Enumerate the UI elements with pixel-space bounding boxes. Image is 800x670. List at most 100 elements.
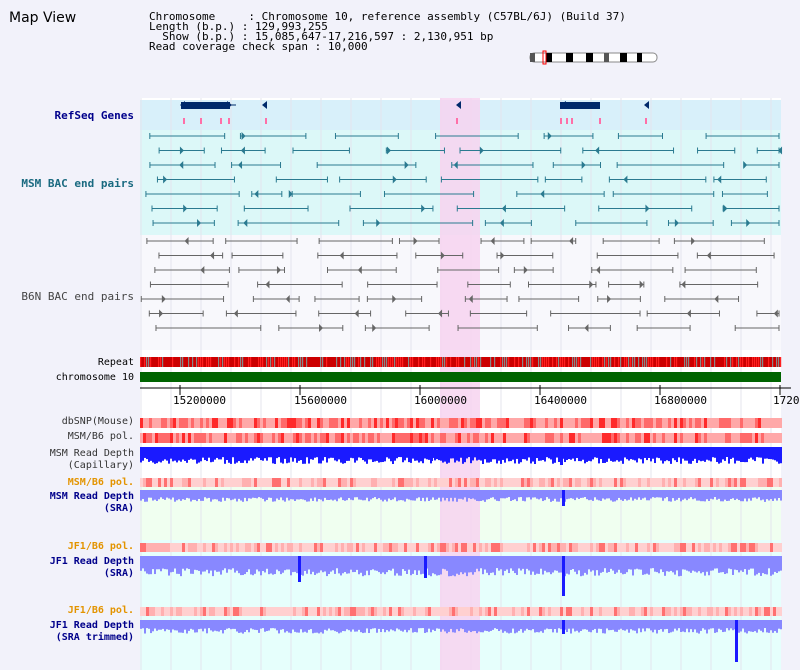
heat-cell — [698, 478, 701, 487]
heat-cell — [728, 607, 731, 616]
repeat-stripe — [206, 357, 208, 367]
heat-cell — [608, 607, 611, 616]
depth-bar — [714, 447, 716, 458]
repeat-stripe — [596, 357, 598, 367]
depth-bar — [202, 490, 204, 501]
heat-cell — [518, 478, 521, 487]
depth-bar — [708, 490, 710, 501]
depth-bar — [310, 556, 312, 575]
depth-bar — [290, 556, 292, 576]
depth-bar — [626, 556, 628, 573]
heat-cell — [578, 543, 581, 552]
heat-cell — [404, 478, 407, 487]
heat-cell — [266, 418, 269, 428]
depth-bar — [680, 447, 682, 464]
heat-cell — [731, 433, 734, 443]
heat-cell — [353, 433, 356, 443]
depth-bar — [658, 490, 660, 498]
depth-bar — [390, 556, 392, 571]
depth-bar — [212, 447, 214, 462]
depth-bar — [236, 556, 238, 571]
heat-cell — [770, 543, 773, 552]
heat-cell — [581, 543, 584, 552]
heat-cell — [362, 478, 365, 487]
depth-bar — [544, 556, 546, 571]
repeat-stripe — [296, 357, 298, 367]
depth-bar — [200, 620, 202, 629]
heat-cell — [185, 543, 188, 552]
depth-bar — [748, 556, 750, 570]
depth-bar — [330, 556, 332, 572]
heat-cell — [302, 478, 305, 487]
depth-bar — [450, 490, 452, 498]
heat-cell — [278, 543, 281, 552]
heat-cell — [290, 433, 293, 443]
bac-arrow — [645, 204, 650, 213]
depth-bar — [296, 490, 298, 500]
heat-cell — [434, 433, 437, 443]
b6n-bac-label[interactable]: B6N BAC end pairs — [21, 290, 134, 303]
depth-bar — [720, 620, 722, 630]
repeat-stripe — [480, 357, 482, 367]
heat-cell — [569, 607, 572, 616]
heat-cell — [614, 418, 617, 428]
bac-arrow — [421, 204, 426, 213]
repeat-stripe — [224, 357, 226, 367]
depth-bar — [620, 447, 622, 461]
depth-bar — [546, 490, 548, 498]
heat-cell — [620, 433, 623, 443]
heat-cell — [629, 543, 632, 552]
depth-bar — [468, 620, 470, 631]
heat-cell — [779, 433, 782, 443]
depth-bar — [254, 490, 256, 498]
repeat-stripe — [150, 357, 152, 367]
heat-cell — [446, 607, 449, 616]
depth-bar — [374, 556, 376, 571]
depth-bar — [352, 490, 354, 501]
depth-bar — [256, 620, 258, 631]
depth-bar — [612, 556, 614, 571]
bac-arrow — [386, 146, 391, 155]
heat-cell — [365, 418, 368, 428]
depth-bar — [176, 620, 178, 631]
depth-bar — [394, 556, 396, 576]
msm-bac-label[interactable]: MSM BAC end pairs — [21, 177, 134, 190]
depth-bar — [318, 620, 320, 634]
repeat-stripe — [600, 357, 602, 367]
jf1-b6-pol-2-label: JF1/B6 pol. — [67, 605, 134, 616]
depth-bar — [750, 447, 752, 458]
heat-cell — [485, 478, 488, 487]
refseq-genes-label[interactable]: RefSeq Genes — [54, 109, 134, 122]
depth-bar — [264, 447, 266, 459]
depth-bar — [242, 620, 244, 634]
heat-cell — [191, 543, 194, 552]
depth-bar — [436, 447, 438, 460]
depth-bar — [642, 447, 644, 464]
depth-bar — [446, 556, 448, 571]
repeat-stripe — [226, 357, 228, 367]
heat-cell — [203, 478, 206, 487]
depth-bar — [164, 556, 166, 570]
bac-arrow — [743, 161, 748, 169]
depth-bar — [210, 490, 212, 502]
depth-bar — [366, 620, 368, 629]
heat-cell — [563, 418, 566, 428]
depth-bar — [564, 447, 566, 463]
repeat-stripe — [664, 357, 666, 367]
depth-bar — [220, 490, 222, 502]
depth-bar — [340, 556, 342, 576]
repeat-stripe — [380, 357, 382, 367]
depth-bar — [586, 620, 588, 630]
heat-cell — [299, 418, 302, 428]
heat-cell — [287, 478, 290, 487]
depth-bar — [560, 620, 562, 630]
depth-bar — [286, 490, 288, 498]
heat-cell — [170, 433, 173, 443]
depth-bar — [634, 447, 636, 461]
depth-bar — [448, 447, 450, 463]
depth-bar — [538, 490, 540, 500]
depth-bar — [560, 556, 562, 573]
depth-bar — [300, 620, 302, 630]
repeat-stripe — [754, 357, 756, 367]
